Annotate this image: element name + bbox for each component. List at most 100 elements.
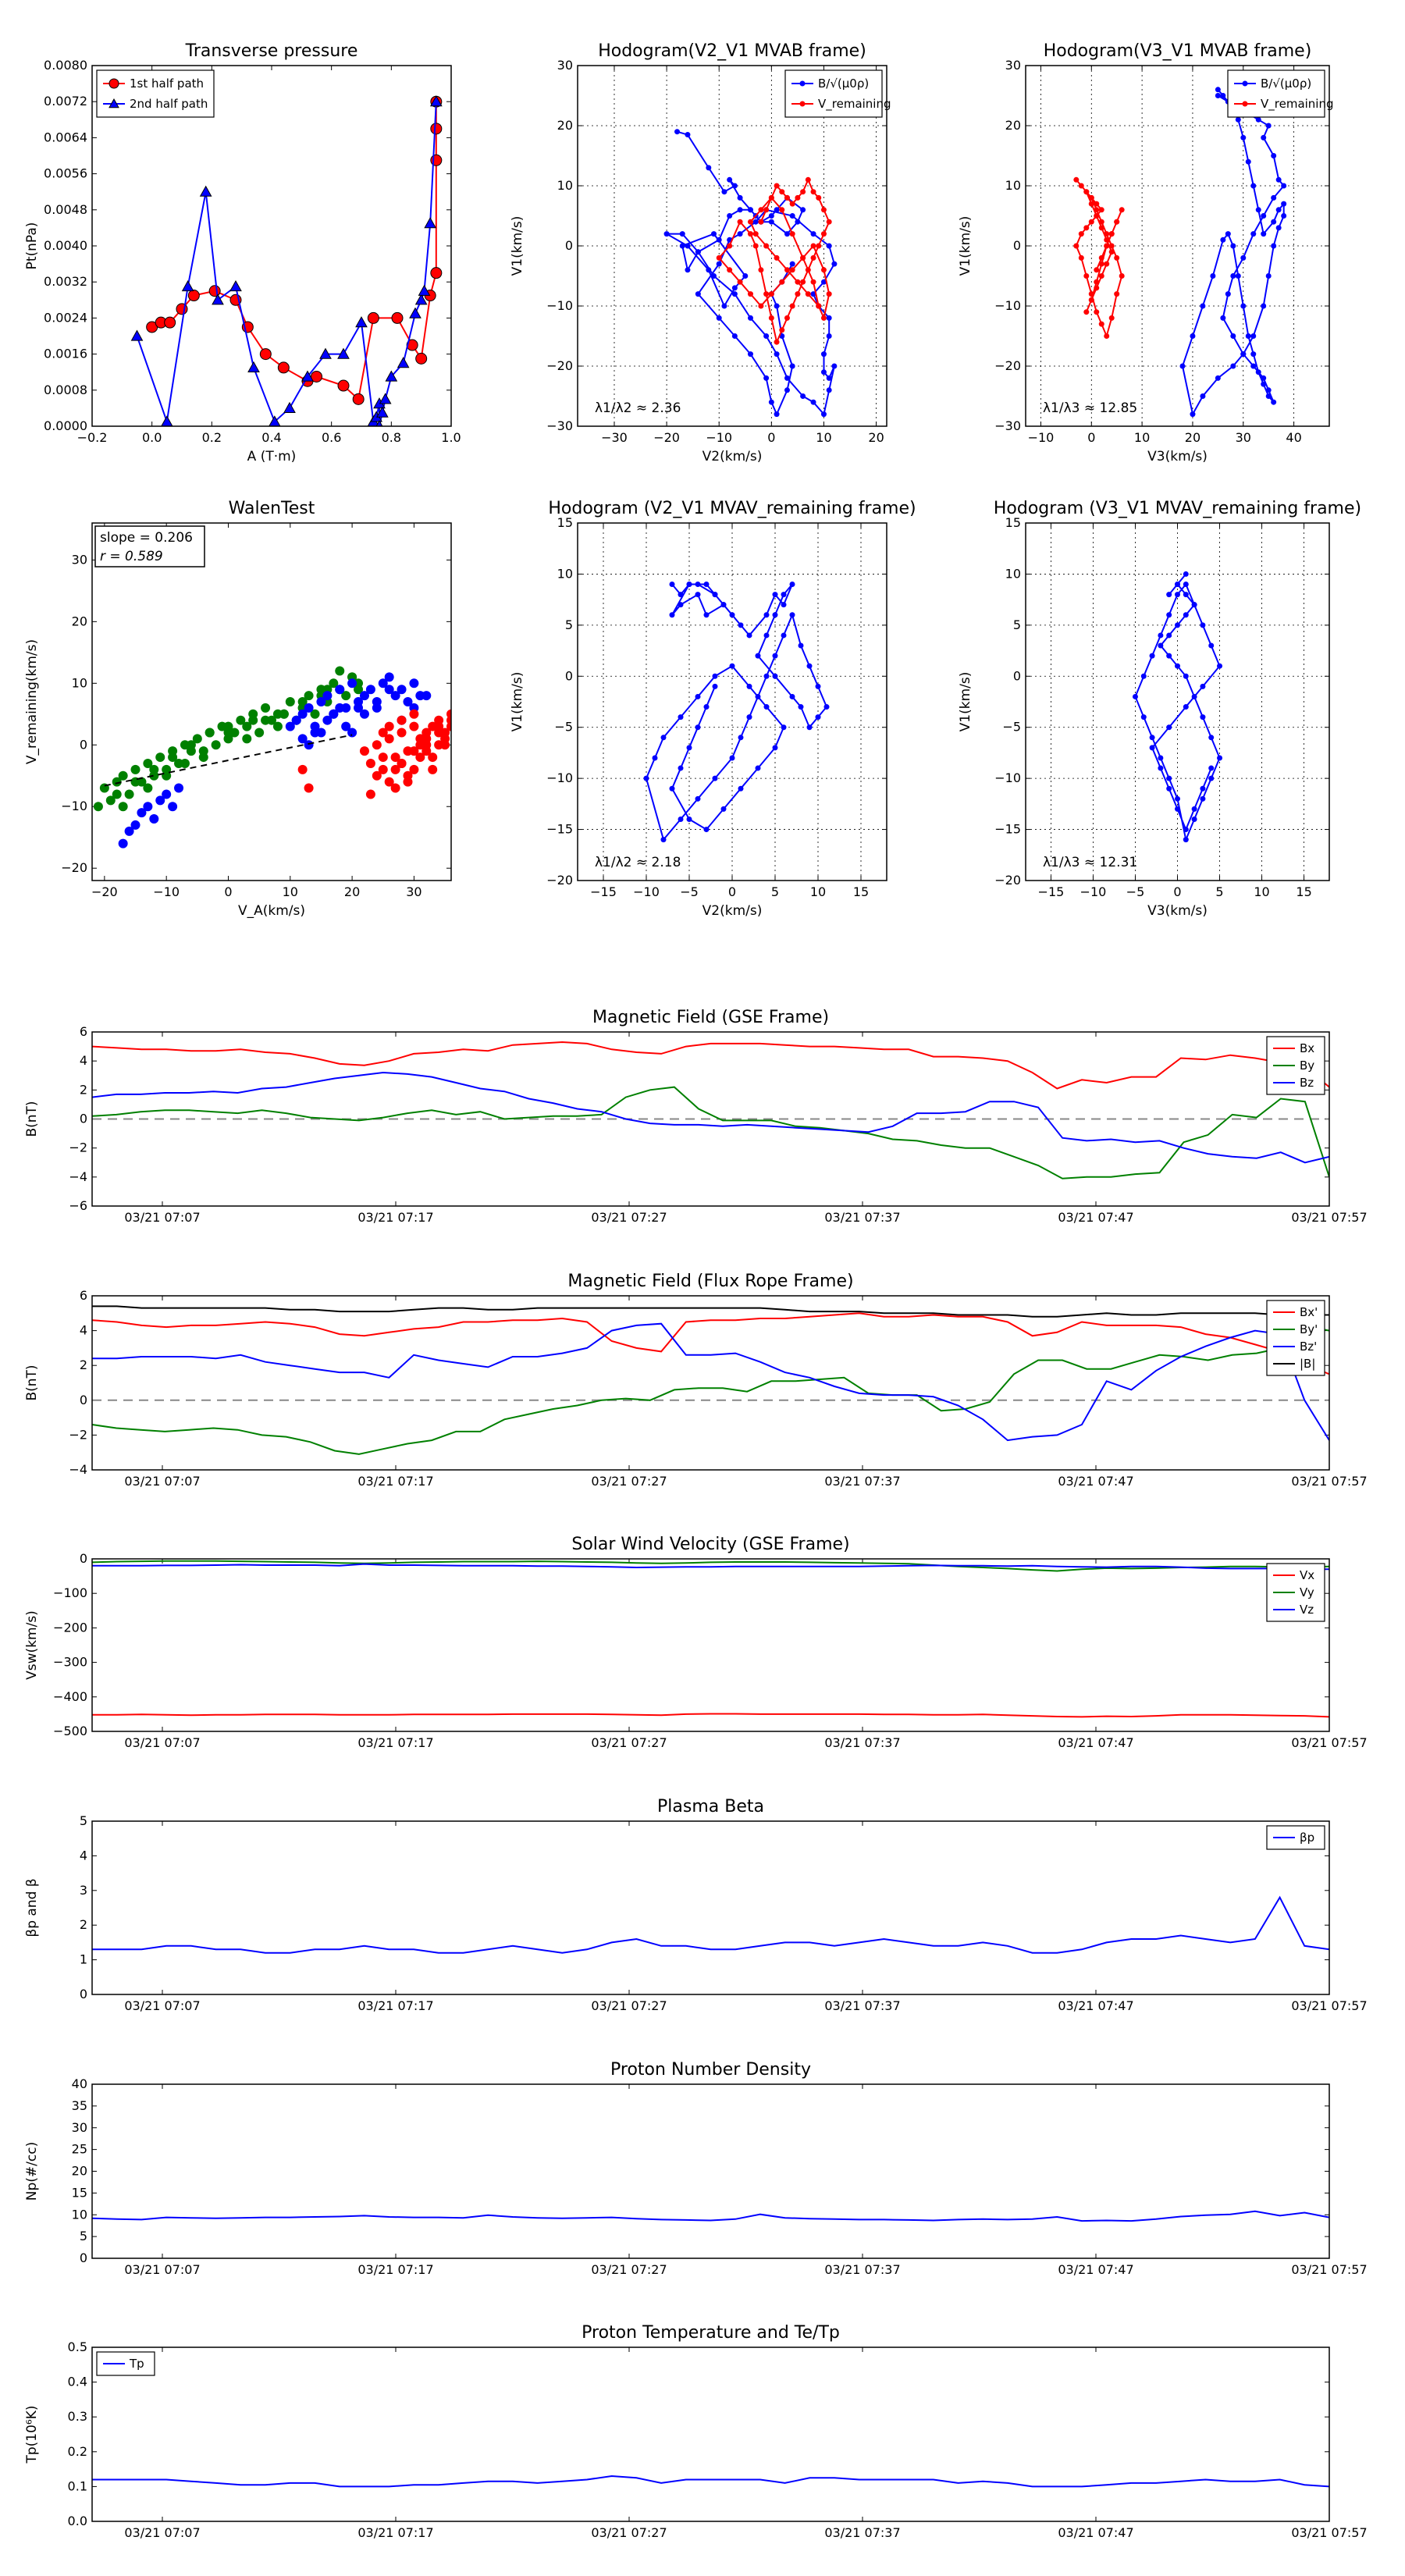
plot-area bbox=[92, 2475, 1329, 2488]
data-point bbox=[1094, 201, 1100, 207]
y-tick-label: 20 bbox=[72, 614, 87, 628]
data-point bbox=[1119, 207, 1125, 213]
y-tick-label: 10 bbox=[72, 2207, 87, 2222]
series-line-Bx bbox=[92, 1312, 1329, 1375]
data-point bbox=[1149, 735, 1155, 741]
legend-label: Bx' bbox=[1300, 1305, 1318, 1319]
chart-bfr: Magnetic Field (Flux Rope Frame) 03/21 07… bbox=[24, 1272, 1368, 1489]
data-point bbox=[1098, 219, 1104, 225]
scatter-point-blue bbox=[285, 721, 295, 731]
y-tick-label: 0.0024 bbox=[44, 310, 87, 325]
data-point bbox=[763, 243, 770, 249]
data-point bbox=[781, 592, 787, 598]
legend-label: By' bbox=[1300, 1322, 1318, 1336]
x-tick-label: 10 bbox=[1254, 884, 1269, 899]
data-point bbox=[1240, 254, 1247, 261]
data-point bbox=[763, 375, 770, 381]
data-point bbox=[1114, 291, 1120, 297]
legend-label: |B| bbox=[1300, 1357, 1315, 1371]
x-tick-label: 03/21 07:47 bbox=[1058, 1474, 1133, 1489]
scatter-point-green bbox=[223, 728, 233, 738]
data-point bbox=[1158, 632, 1164, 639]
data-point bbox=[826, 243, 832, 249]
data-point bbox=[789, 261, 795, 267]
plot-frame bbox=[91, 1031, 1330, 1207]
plot-frame bbox=[1025, 65, 1330, 427]
x-tick-label: 03/21 07:07 bbox=[124, 1210, 200, 1225]
scatter-point-blue bbox=[409, 678, 419, 688]
x-tick-label: 03/21 07:27 bbox=[591, 1210, 667, 1225]
data-point bbox=[737, 194, 743, 201]
scatter-point-blue bbox=[174, 783, 184, 793]
data-point bbox=[703, 704, 710, 710]
x-tick-label: 30 bbox=[406, 884, 422, 899]
data-point bbox=[1104, 333, 1110, 339]
series-line-Vx bbox=[92, 1713, 1329, 1718]
data-point bbox=[1104, 261, 1110, 267]
data-point bbox=[1119, 273, 1125, 279]
data-point bbox=[1183, 571, 1189, 577]
data-point bbox=[1108, 231, 1115, 237]
data-point bbox=[738, 735, 744, 741]
scatter-point-blue bbox=[291, 715, 301, 725]
y-tick-label: 0.0016 bbox=[44, 347, 87, 361]
x-tick-label: −10 bbox=[633, 884, 660, 899]
data-point bbox=[820, 279, 827, 285]
y-tick-label: 0.0056 bbox=[44, 166, 87, 181]
data-point bbox=[1191, 693, 1197, 699]
scatter-point-green bbox=[105, 795, 116, 806]
data-point bbox=[820, 369, 827, 375]
y-tick-label: 5 bbox=[80, 1813, 87, 1828]
data-point bbox=[831, 363, 838, 369]
y-tick-label: −20 bbox=[546, 873, 573, 888]
scatter-point-green bbox=[143, 758, 153, 768]
data-point bbox=[784, 387, 790, 393]
legend: Tp bbox=[96, 2351, 155, 2376]
data-point bbox=[1098, 254, 1104, 261]
data-point bbox=[1220, 93, 1226, 98]
scatter-point-green bbox=[211, 740, 221, 750]
x-tick-label: −20 bbox=[653, 430, 680, 445]
data-point bbox=[729, 612, 735, 618]
scatter-point-blue bbox=[155, 795, 165, 806]
chart-h_mvav_v2: Hodogram (V2_V1 MVAV_remaining frame) −15… bbox=[510, 499, 916, 919]
scatter-point-blue bbox=[335, 685, 345, 695]
plot-area bbox=[1073, 87, 1287, 418]
data-point bbox=[737, 279, 743, 285]
x-tick-label: 03/21 07:07 bbox=[124, 1474, 200, 1489]
data-point bbox=[337, 379, 350, 392]
annotation-text: λ1/λ2 ≈ 2.18 bbox=[595, 855, 681, 870]
data-point bbox=[810, 399, 816, 405]
chart-title: Magnetic Field (GSE Frame) bbox=[592, 1008, 829, 1027]
scatter-point-blue bbox=[297, 734, 308, 744]
data-point bbox=[429, 95, 443, 107]
data-point bbox=[747, 315, 753, 321]
data-point bbox=[816, 194, 822, 201]
legend-marker bbox=[108, 78, 119, 89]
y-tick-label: 0 bbox=[1013, 668, 1021, 683]
data-point bbox=[758, 267, 764, 273]
y-tick-label: 0.5 bbox=[68, 2339, 87, 2354]
y-tick-label: 0 bbox=[80, 737, 87, 752]
data-point bbox=[731, 333, 738, 339]
legend-box bbox=[96, 69, 215, 118]
scatter-point-blue bbox=[316, 697, 326, 706]
data-point bbox=[1250, 363, 1257, 369]
y-tick-label: 2 bbox=[80, 1917, 87, 1932]
scatter-point-blue bbox=[390, 691, 400, 701]
data-point bbox=[181, 279, 194, 292]
y-tick-label: 0.0 bbox=[68, 2514, 87, 2528]
data-point bbox=[800, 207, 806, 213]
legend-box bbox=[784, 69, 883, 118]
plot-frame bbox=[91, 1820, 1330, 1995]
data-point bbox=[652, 755, 658, 761]
x-tick-label: −0.2 bbox=[77, 430, 108, 445]
y-tick-label: 30 bbox=[557, 58, 573, 73]
x-tick-label: 0 bbox=[1173, 884, 1181, 899]
scatter-point-blue bbox=[297, 709, 308, 719]
data-point bbox=[319, 347, 332, 359]
y-tick-label: −20 bbox=[61, 860, 87, 875]
plot-frame bbox=[577, 522, 887, 881]
x-tick-label: 03/21 07:17 bbox=[357, 1998, 433, 2013]
x-tick-label: −10 bbox=[1080, 884, 1107, 899]
